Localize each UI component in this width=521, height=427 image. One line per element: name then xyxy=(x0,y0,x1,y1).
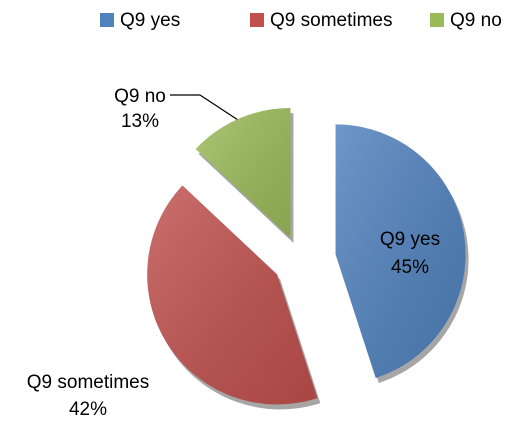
slice-category-label: Q9 sometimes xyxy=(27,372,149,393)
slice-shade xyxy=(195,107,291,238)
slice-value-label: 13% xyxy=(121,111,159,132)
slice-value-label: 45% xyxy=(391,257,429,278)
slice-category-label: Q9 no xyxy=(114,86,166,107)
leader-line xyxy=(199,94,239,121)
legend-swatch xyxy=(250,13,264,27)
legend-label: Q9 no xyxy=(450,10,502,31)
legend-label: Q9 yes xyxy=(120,10,180,31)
legend-swatch xyxy=(430,13,444,27)
slice-category-label: Q9 yes xyxy=(380,229,440,250)
legend-label: Q9 sometimes xyxy=(270,10,392,31)
slice-value-label: 42% xyxy=(69,399,107,420)
slice-shade xyxy=(335,124,466,379)
slice-shade xyxy=(147,185,318,405)
legend-swatch xyxy=(100,13,114,27)
